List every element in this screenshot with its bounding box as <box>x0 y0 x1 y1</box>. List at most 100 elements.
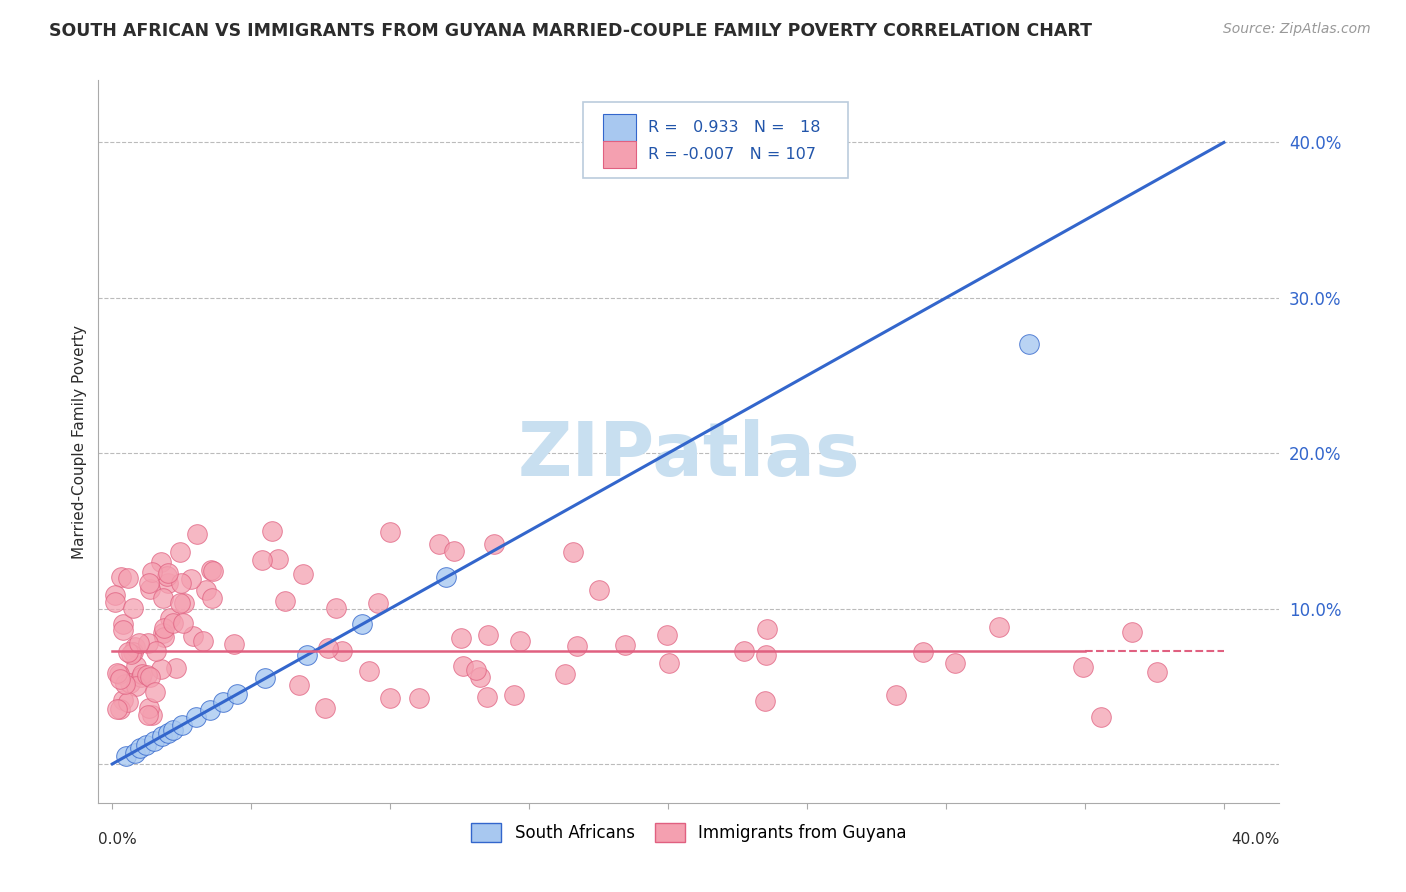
Point <box>169 544 191 558</box>
Point <box>212 695 235 709</box>
Point <box>503 688 526 702</box>
Point <box>226 687 249 701</box>
Point <box>117 695 139 709</box>
Legend: South Africans, Immigrants from Guyana: South Africans, Immigrants from Guyana <box>465 816 912 848</box>
Point <box>295 648 318 663</box>
Point <box>613 638 636 652</box>
Point <box>117 572 139 586</box>
Point <box>201 564 224 578</box>
Point <box>180 572 202 586</box>
Point <box>450 631 472 645</box>
Point <box>112 693 135 707</box>
Point <box>108 672 131 686</box>
Point <box>911 645 934 659</box>
Point <box>152 621 174 635</box>
Point <box>359 665 381 679</box>
Point <box>588 583 610 598</box>
Point <box>105 665 128 680</box>
Point <box>157 566 180 581</box>
Point <box>165 661 187 675</box>
Point <box>184 710 207 724</box>
Point <box>170 718 193 732</box>
Point <box>141 708 163 723</box>
Text: 0.0%: 0.0% <box>98 831 138 847</box>
Point <box>755 648 778 663</box>
Point <box>1146 665 1168 680</box>
Point <box>156 569 179 583</box>
Point <box>186 527 208 541</box>
Point <box>330 644 353 658</box>
Point <box>112 623 135 637</box>
Point <box>1018 337 1040 351</box>
Point <box>658 656 681 670</box>
Point <box>562 545 585 559</box>
Point <box>120 648 142 662</box>
Point <box>170 576 193 591</box>
Text: R = -0.007   N = 107: R = -0.007 N = 107 <box>648 147 815 162</box>
Point <box>117 645 139 659</box>
Point <box>434 570 457 584</box>
Text: SOUTH AFRICAN VS IMMIGRANTS FROM GUYANA MARRIED-COUPLE FAMILY POVERTY CORRELATIO: SOUTH AFRICAN VS IMMIGRANTS FROM GUYANA … <box>49 22 1092 40</box>
Point <box>135 739 157 753</box>
Point <box>325 600 347 615</box>
Point <box>141 565 163 579</box>
Point <box>110 570 132 584</box>
Point <box>121 601 143 615</box>
Point <box>451 659 474 673</box>
Point <box>288 678 311 692</box>
Point <box>110 702 132 716</box>
Point <box>104 594 127 608</box>
Point <box>138 708 160 723</box>
Point <box>198 702 221 716</box>
Point <box>114 677 136 691</box>
Point <box>314 700 336 714</box>
Bar <box>603 113 636 141</box>
FancyBboxPatch shape <box>582 102 848 178</box>
Point <box>121 645 143 659</box>
Point <box>554 667 576 681</box>
Point <box>138 575 160 590</box>
Point <box>657 628 679 642</box>
Point <box>143 733 166 747</box>
Bar <box>603 141 636 169</box>
Point <box>105 701 128 715</box>
Text: 40.0%: 40.0% <box>1232 831 1279 847</box>
Point <box>159 611 181 625</box>
Point <box>1090 709 1112 723</box>
Point <box>193 634 215 648</box>
Point <box>125 679 148 693</box>
Point <box>162 615 184 630</box>
Point <box>756 623 779 637</box>
Point <box>200 563 222 577</box>
Point <box>195 583 218 598</box>
Point <box>138 701 160 715</box>
Point <box>482 537 505 551</box>
Point <box>128 636 150 650</box>
Text: Source: ZipAtlas.com: Source: ZipAtlas.com <box>1223 22 1371 37</box>
Point <box>173 596 195 610</box>
Point <box>143 685 166 699</box>
Point <box>111 617 134 632</box>
Point <box>125 658 148 673</box>
Point <box>1121 624 1143 639</box>
Point <box>104 588 127 602</box>
Point <box>124 640 146 654</box>
Point <box>380 691 402 706</box>
Point <box>987 620 1010 634</box>
Point <box>733 644 755 658</box>
Text: R =   0.933   N =   18: R = 0.933 N = 18 <box>648 120 820 135</box>
Point <box>169 596 191 610</box>
Point <box>754 694 776 708</box>
Point <box>118 676 141 690</box>
Point <box>129 741 152 756</box>
Point <box>477 690 499 704</box>
Point <box>884 688 907 702</box>
Point <box>181 629 204 643</box>
Point <box>150 555 173 569</box>
Point <box>443 543 465 558</box>
Point <box>153 630 176 644</box>
Point <box>152 626 174 640</box>
Point <box>150 729 173 743</box>
Point <box>172 615 194 630</box>
Point <box>567 640 589 654</box>
